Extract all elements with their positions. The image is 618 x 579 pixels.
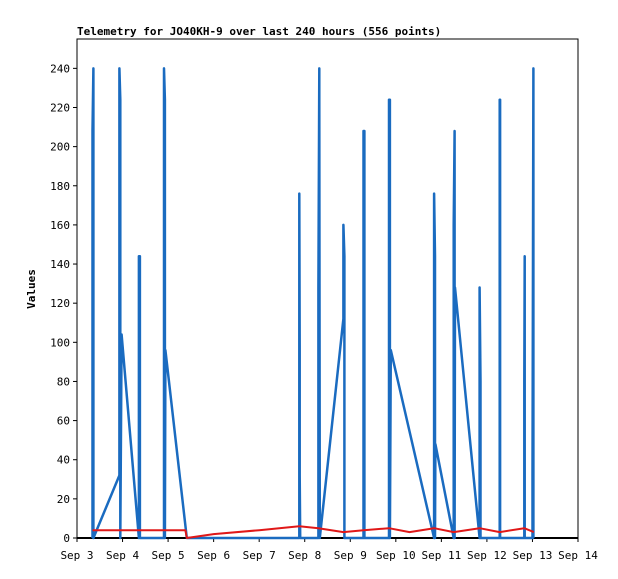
x-tick-label: Sep 8 (288, 549, 321, 562)
series-line-2 (92, 525, 535, 539)
chart-title: Telemetry for JO40KH-9 over last 240 hou… (77, 25, 441, 38)
x-tick-label: Sep 14 (558, 549, 598, 562)
x-tick-label: Sep 12 (467, 549, 507, 562)
y-tick-label: 60 (57, 415, 70, 428)
x-tick-label: Sep 5 (152, 549, 185, 562)
y-tick-label: 220 (50, 101, 70, 114)
y-tick-label: 120 (50, 297, 70, 310)
x-axis: Sep 3 Sep 4 Sep 5 Sep 6 Sep 7 Sep 8 Sep 9 Sep 1… (60, 538, 598, 562)
x-tick-label: Sep 13 (513, 549, 553, 562)
y-axis: 0 20 40 60 80 100 120 140 160 180 200 220 240 (50, 62, 77, 545)
x-tick-label: Sep 7 (243, 549, 276, 562)
y-tick-label: 80 (57, 375, 70, 388)
series-layer (77, 67, 578, 540)
x-tick-label: Sep 6 (197, 549, 230, 562)
y-tick-label: 40 (57, 454, 70, 467)
x-tick-label: Sep 4 (106, 549, 139, 562)
y-tick-label: 20 (57, 493, 70, 506)
y-axis-label: Values (25, 269, 38, 309)
x-tick-label: Sep 11 (421, 549, 461, 562)
x-tick-label: Sep 10 (376, 549, 416, 562)
y-tick-label: 0 (63, 532, 70, 545)
y-tick-label: 200 (50, 141, 70, 154)
y-tick-label: 240 (50, 62, 70, 75)
y-tick-label: 140 (50, 258, 70, 271)
series-line-1 (91, 67, 535, 540)
y-tick-label: 100 (50, 336, 70, 349)
x-tick-label: Sep 9 (334, 549, 367, 562)
x-tick-label: Sep 3 (60, 549, 93, 562)
y-tick-label: 180 (50, 180, 70, 193)
y-tick-label: 160 (50, 219, 70, 232)
